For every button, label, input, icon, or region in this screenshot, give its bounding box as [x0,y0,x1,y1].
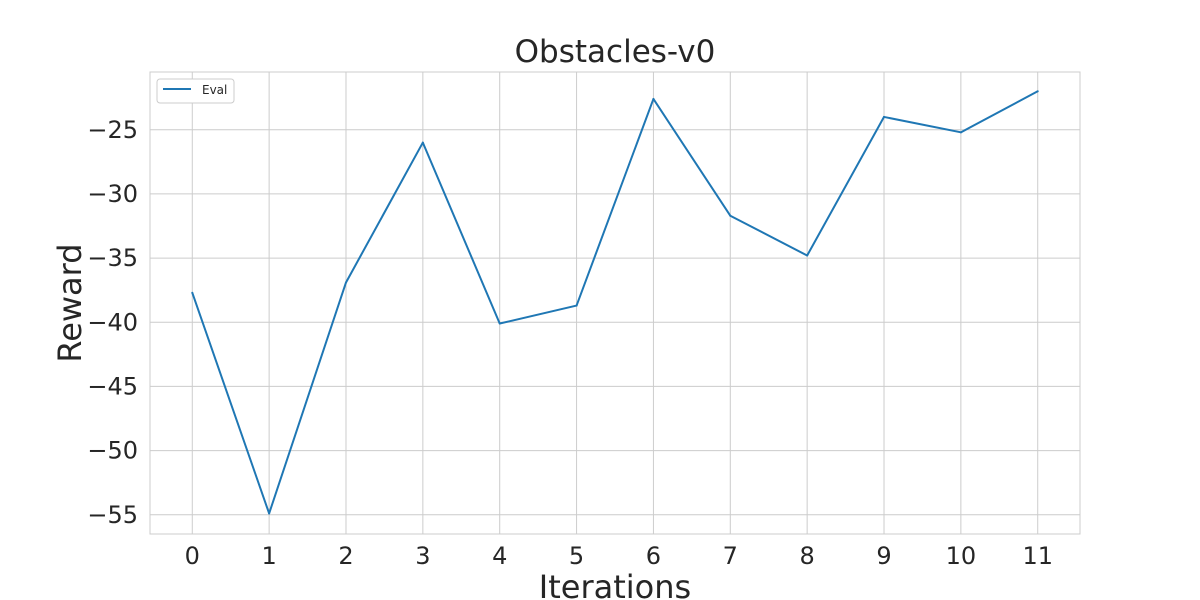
data-point [498,322,501,325]
y-axis-title: Reward [51,243,89,362]
x-tick-labels: 0 1 2 3 4 5 6 7 8 9 10 11 [185,542,1053,570]
x-tick-label: 8 [800,542,815,570]
legend-label-eval: Eval [202,83,227,97]
x-tick-label: 10 [946,542,977,570]
data-point [1036,90,1039,93]
y-tick-label: −45 [87,372,138,400]
data-point [729,214,732,217]
x-tick-label: 5 [569,542,584,570]
x-tick-label: 0 [185,542,200,570]
y-tick-label: −40 [87,308,138,336]
legend-box [156,78,235,104]
x-tick-label: 1 [261,542,276,570]
x-tick-label: 7 [723,542,738,570]
data-point [344,281,347,284]
grid-lines [150,72,1080,534]
data-point [191,291,194,294]
chart-title: Obstacles-v0 [515,34,716,70]
data-point [575,304,578,307]
x-tick-label: 6 [646,542,661,570]
series-line-eval [191,90,1039,515]
x-tick-label: 4 [492,542,507,570]
y-tick-label: −55 [87,501,138,529]
x-tick-label: 9 [876,542,891,570]
plot-frame [149,71,1081,535]
y-tick-label: −25 [87,116,138,144]
x-tick-label: 2 [338,542,353,570]
x-tick-label: 3 [415,542,430,570]
x-axis-title: Iterations [539,568,691,600]
data-point [268,512,271,515]
x-tick-label: 11 [1022,542,1053,570]
data-point [652,97,655,100]
y-tick-label: −35 [87,244,138,272]
y-tick-labels: −25 −30 −35 −40 −45 −50 −55 [87,116,138,529]
data-point [806,254,809,257]
y-tick-label: −50 [87,437,138,465]
data-point [959,131,962,134]
y-tick-label: −30 [87,180,138,208]
legend: Eval [156,78,235,104]
data-point [421,141,424,144]
series-layer [191,90,1039,515]
data-point [883,115,886,118]
